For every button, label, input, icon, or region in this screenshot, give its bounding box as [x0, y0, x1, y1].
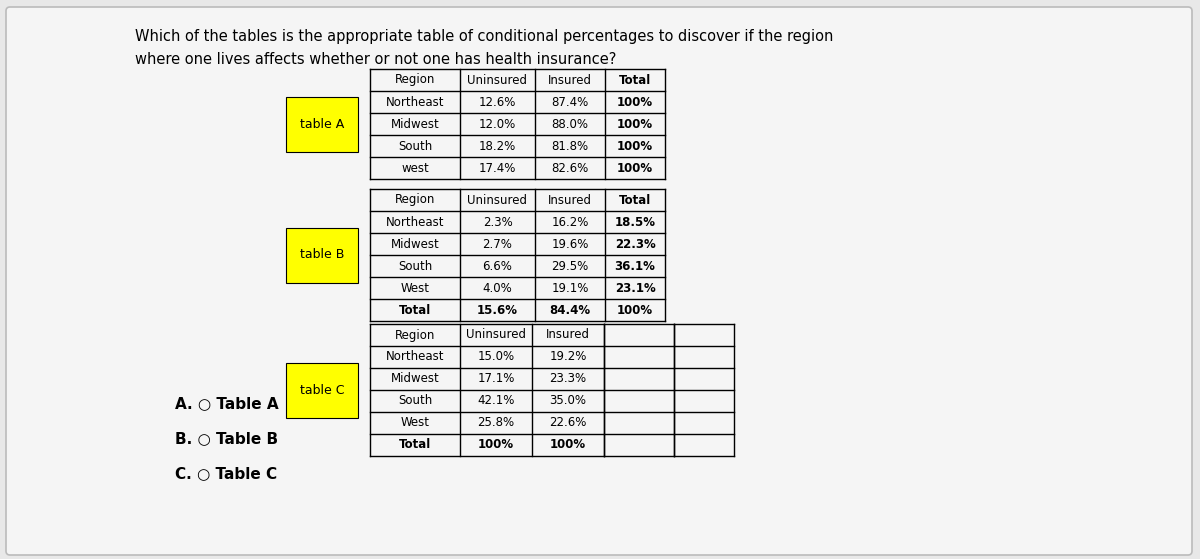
Text: table C: table C [300, 383, 344, 396]
Text: 36.1%: 36.1% [614, 259, 655, 272]
Text: Which of the tables is the appropriate table of conditional percentages to disco: Which of the tables is the appropriate t… [134, 29, 833, 44]
Text: West: West [401, 416, 430, 429]
Text: Uninsured: Uninsured [468, 193, 528, 206]
Text: South: South [398, 140, 432, 153]
Text: C. ○ Table C: C. ○ Table C [175, 467, 277, 481]
Text: Region: Region [395, 193, 436, 206]
Text: Total: Total [619, 193, 652, 206]
Text: 17.4%: 17.4% [479, 162, 516, 174]
Text: 19.1%: 19.1% [551, 282, 589, 295]
Text: 2.3%: 2.3% [482, 216, 512, 229]
Text: B. ○ Table B: B. ○ Table B [175, 432, 278, 447]
Text: Midwest: Midwest [391, 117, 439, 130]
Bar [286, 362, 358, 418]
Text: Northeast: Northeast [385, 96, 444, 108]
Text: 88.0%: 88.0% [552, 117, 588, 130]
Bar [286, 228, 358, 282]
Text: 100%: 100% [617, 96, 653, 108]
Text: table B: table B [300, 249, 344, 262]
Text: Region: Region [395, 73, 436, 87]
Text: west: west [401, 162, 428, 174]
Text: Uninsured: Uninsured [468, 73, 528, 87]
Text: 23.1%: 23.1% [614, 282, 655, 295]
Text: table A: table A [300, 117, 344, 130]
Text: 25.8%: 25.8% [478, 416, 515, 429]
Text: Total: Total [398, 304, 431, 316]
Text: 6.6%: 6.6% [482, 259, 512, 272]
Text: 35.0%: 35.0% [550, 395, 587, 408]
Text: 15.0%: 15.0% [478, 350, 515, 363]
Text: Uninsured: Uninsured [466, 329, 526, 342]
Text: where one lives affects whether or not one has health insurance?: where one lives affects whether or not o… [134, 52, 617, 67]
Text: 18.2%: 18.2% [479, 140, 516, 153]
Text: South: South [398, 395, 432, 408]
Text: 81.8%: 81.8% [552, 140, 588, 153]
Text: 19.6%: 19.6% [551, 238, 589, 250]
Text: 18.5%: 18.5% [614, 216, 655, 229]
Text: Region: Region [395, 329, 436, 342]
Text: 22.6%: 22.6% [550, 416, 587, 429]
Text: 12.6%: 12.6% [479, 96, 516, 108]
Text: Midwest: Midwest [391, 372, 439, 386]
Text: 19.2%: 19.2% [550, 350, 587, 363]
Text: 84.4%: 84.4% [550, 304, 590, 316]
Text: 100%: 100% [617, 140, 653, 153]
Text: 82.6%: 82.6% [551, 162, 589, 174]
Text: 100%: 100% [617, 162, 653, 174]
Text: 22.3%: 22.3% [614, 238, 655, 250]
Text: 23.3%: 23.3% [550, 372, 587, 386]
Text: 100%: 100% [550, 438, 586, 452]
Text: 16.2%: 16.2% [551, 216, 589, 229]
Text: 17.1%: 17.1% [478, 372, 515, 386]
Text: 2.7%: 2.7% [482, 238, 512, 250]
Text: 4.0%: 4.0% [482, 282, 512, 295]
Text: Insured: Insured [546, 329, 590, 342]
Text: Total: Total [398, 438, 431, 452]
Bar [286, 97, 358, 151]
Text: 29.5%: 29.5% [551, 259, 589, 272]
Text: Total: Total [619, 73, 652, 87]
Text: West: West [401, 282, 430, 295]
Text: 12.0%: 12.0% [479, 117, 516, 130]
Text: 100%: 100% [617, 304, 653, 316]
Text: 87.4%: 87.4% [551, 96, 589, 108]
Text: 100%: 100% [617, 117, 653, 130]
Text: 42.1%: 42.1% [478, 395, 515, 408]
Text: 100%: 100% [478, 438, 514, 452]
FancyBboxPatch shape [6, 7, 1192, 555]
Text: Insured: Insured [548, 73, 592, 87]
Text: Northeast: Northeast [385, 216, 444, 229]
Text: 15.6%: 15.6% [478, 304, 518, 316]
Text: A. ○ Table A: A. ○ Table A [175, 396, 278, 411]
Text: Northeast: Northeast [385, 350, 444, 363]
Text: Insured: Insured [548, 193, 592, 206]
Text: South: South [398, 259, 432, 272]
Text: Midwest: Midwest [391, 238, 439, 250]
